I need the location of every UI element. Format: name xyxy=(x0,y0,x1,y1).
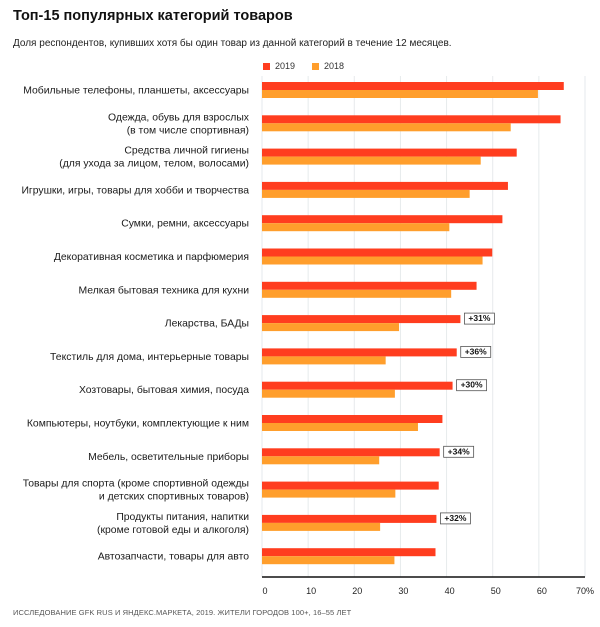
category-label-12-line0: Товары для спорта (кроме спортивной одеж… xyxy=(23,479,249,490)
bar-2019-2 xyxy=(262,148,517,157)
category-label-9: Хозтовары, бытовая химия, посуда xyxy=(79,384,249,396)
category-label-7: Лекарства, БАДы xyxy=(165,319,249,330)
bars xyxy=(262,82,564,565)
legend-label-2018: 2018 xyxy=(324,61,345,71)
category-label-5: Декоративная косметика и парфюмерия xyxy=(54,251,249,263)
category-label-12-line1: и детских спортивных товаров) xyxy=(99,492,249,503)
bar-2019-5 xyxy=(262,248,493,257)
bar-2019-6 xyxy=(262,281,477,290)
bar-2018-9 xyxy=(262,389,395,398)
bar-2019-12 xyxy=(262,481,439,490)
bar-2019-14 xyxy=(262,548,436,557)
bar-2019-3 xyxy=(262,181,508,190)
x-tick-label-50: 50 xyxy=(491,586,501,596)
growth-badge-box-7 xyxy=(464,312,495,325)
bar-2018-14 xyxy=(262,556,395,565)
x-tick-label-60: 60 xyxy=(537,586,547,596)
bar-2019-0 xyxy=(262,82,564,90)
legend-item-2019: 2019 xyxy=(263,61,295,71)
category-label-11: Мебель, осветительные приборы xyxy=(88,451,249,463)
growth-badge-11: +34% xyxy=(448,446,470,456)
growth-badge-9: +30% xyxy=(461,380,483,390)
bar-2019-9 xyxy=(262,381,453,390)
growth-badge-8: +36% xyxy=(465,346,487,356)
category-label-14: Автозапчасти, товары для авто xyxy=(98,552,250,563)
bar-2019-10 xyxy=(262,415,443,423)
bar-2019-13 xyxy=(262,514,437,523)
bar-2018-2 xyxy=(262,156,481,165)
bar-2018-4 xyxy=(262,223,450,232)
growth-badge-13: +32% xyxy=(444,513,466,523)
x-tick-label-20: 20 xyxy=(352,586,362,596)
growth-badge-box-8 xyxy=(460,345,492,358)
legend-swatch-2018 xyxy=(312,62,319,70)
x-tick-label-10: 10 xyxy=(306,586,316,596)
bar-2018-0 xyxy=(262,90,538,98)
chart-title: Топ-15 популярных категорий товаров xyxy=(13,8,293,24)
category-label-8: Текстиль для дома, интерьерные товары xyxy=(50,352,249,363)
source-note: ИССЛЕДОВАНИЕ GFK RUS И ЯНДЕКС.МАРКЕТА, 2… xyxy=(13,608,352,617)
bar-2019-11 xyxy=(262,448,440,457)
chart-subtitle: Доля респондентов, купивших хотя бы один… xyxy=(13,38,452,49)
bar-2018-11 xyxy=(262,456,380,465)
category-labels: Мобильные телефоны, планшеты, аксессуары… xyxy=(21,85,249,563)
bar-2018-3 xyxy=(262,189,470,198)
category-label-3: Игрушки, игры, товары для хобби и творче… xyxy=(21,184,249,196)
bar-2018-6 xyxy=(262,289,452,298)
bar-2018-10 xyxy=(262,423,418,431)
bar-2019-4 xyxy=(262,215,503,224)
bar-2018-12 xyxy=(262,489,396,498)
category-label-2-line0: Средства личной гигиены xyxy=(124,146,249,157)
bar-2019-7 xyxy=(262,315,461,324)
bar-2018-1 xyxy=(262,123,511,132)
x-tick-label-0: 0 xyxy=(262,586,267,596)
category-label-13-line0: Продукты питания, напитки xyxy=(116,512,249,523)
bar-2018-5 xyxy=(262,256,483,265)
category-label-4: Сумки, ремни, аксессуары xyxy=(121,219,249,230)
bar-2018-13 xyxy=(262,522,381,531)
category-label-13-line1: (кроме готовой еды и алкоголя) xyxy=(97,525,249,536)
bar-2018-7 xyxy=(262,323,400,332)
growth-badge-box-11 xyxy=(443,445,475,458)
growth-badge-box-13 xyxy=(440,512,471,525)
category-label-6: Мелкая бытовая техника для кухни xyxy=(79,284,250,296)
x-tick-label-30: 30 xyxy=(398,586,408,596)
legend-swatch-2019 xyxy=(263,62,270,70)
growth-badge-box-9 xyxy=(456,379,487,392)
category-label-1-line1: (в том числе спортивная) xyxy=(127,125,249,136)
legend-item-2018: 2018 xyxy=(312,61,344,71)
bar-2018-8 xyxy=(262,356,386,365)
category-label-1-line0: Одежда, обувь для взрослых xyxy=(108,111,250,123)
x-tick-label-70: 70% xyxy=(576,586,594,596)
category-label-2-line1: (для ухода за лицом, телом, волосами) xyxy=(59,159,249,170)
growth-badge-7: +31% xyxy=(468,313,490,323)
bar-2019-1 xyxy=(262,115,561,124)
category-label-10: Компьютеры, ноутбуки, комплектующие к ни… xyxy=(27,418,249,430)
bar-2019-8 xyxy=(262,348,457,357)
x-axis: 0 10 20 30 40 50 60 70% xyxy=(262,576,594,596)
legend-label-2019: 2019 xyxy=(275,61,296,71)
growth-annotations: +31% +36% +30% +34% +32% xyxy=(440,312,495,525)
category-label-0: Мобильные телефоны, планшеты, аксессуары xyxy=(23,85,249,97)
x-tick-label-40: 40 xyxy=(445,586,455,596)
